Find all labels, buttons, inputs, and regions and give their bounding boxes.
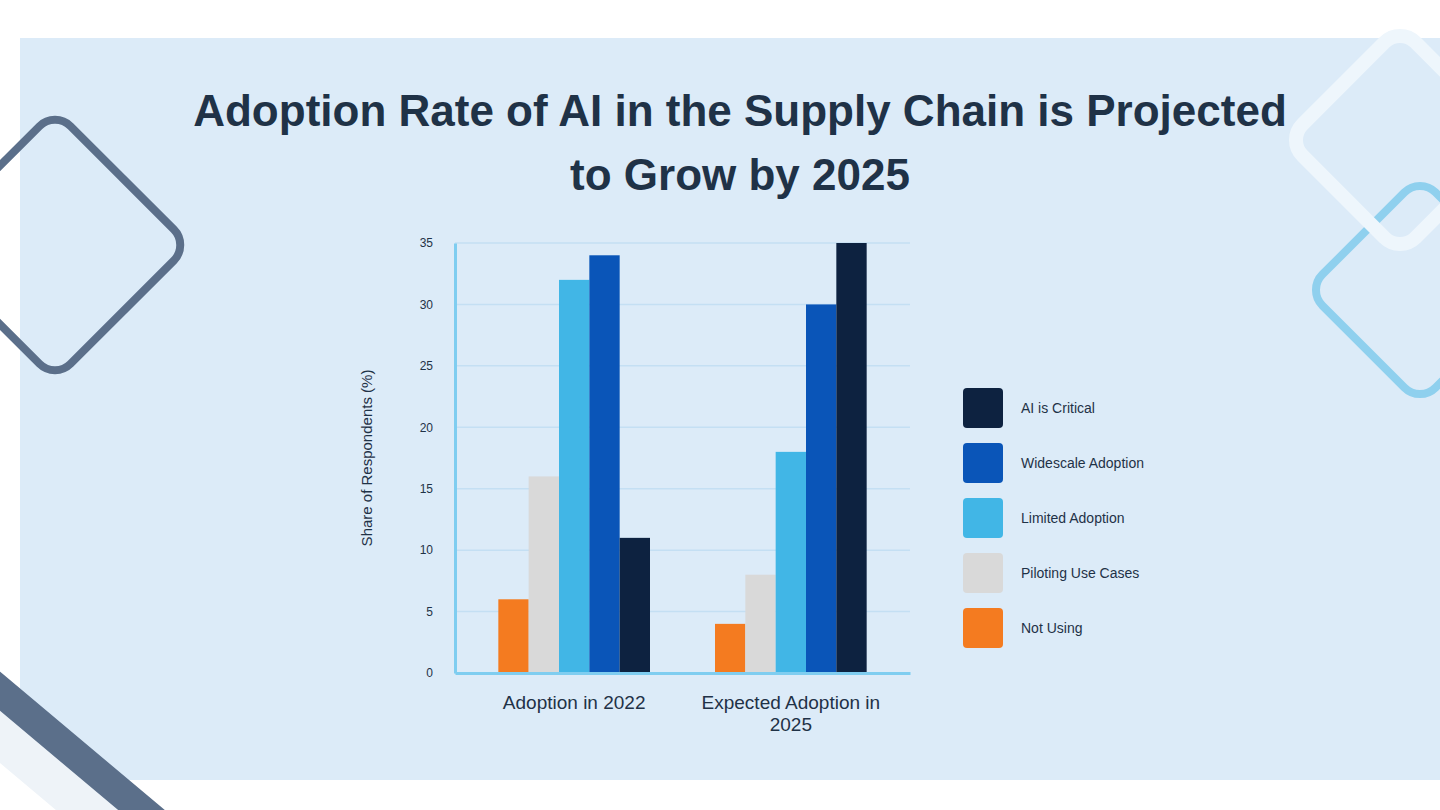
legend-label: Limited Adoption bbox=[1021, 510, 1125, 526]
y-axis: 0 5 10 15 20 25 30 35 bbox=[420, 236, 456, 680]
legend-label: Not Using bbox=[1021, 620, 1082, 636]
bar bbox=[559, 280, 589, 673]
bars bbox=[498, 243, 866, 673]
legend-swatch bbox=[963, 553, 1003, 593]
x-tick: Adoption in 2022 bbox=[503, 673, 646, 713]
x-axis: Adoption in 2022 Expected Adoption in2025 bbox=[456, 673, 911, 735]
y-tick: 20 bbox=[420, 421, 455, 435]
x-axis-line bbox=[456, 672, 911, 675]
bar bbox=[806, 304, 836, 673]
text-line: Adoption Rate of AI in the Supply Chain … bbox=[193, 86, 1287, 135]
legend-item: Piloting Use Cases bbox=[963, 553, 1139, 593]
legend-item: Not Using bbox=[963, 608, 1082, 648]
y-tick-label: 10 bbox=[420, 543, 434, 557]
grid-line bbox=[455, 672, 910, 674]
y-tick: 0 bbox=[426, 666, 455, 680]
legend-swatch bbox=[963, 498, 1003, 538]
y-tick: 25 bbox=[420, 359, 455, 373]
decoration bbox=[0, 111, 189, 380]
legend-swatch bbox=[963, 608, 1003, 648]
legend-item: Limited Adoption bbox=[963, 498, 1125, 538]
decorations bbox=[0, 27, 1440, 810]
y-tick-label: 35 bbox=[420, 236, 434, 250]
y-tick: 10 bbox=[420, 543, 455, 557]
legend-label: Piloting Use Cases bbox=[1021, 565, 1139, 581]
y-axis-line bbox=[454, 244, 457, 674]
y-tick: 5 bbox=[426, 605, 455, 619]
title-group: Adoption Rate of AI in the Supply Chain … bbox=[193, 86, 1287, 199]
y-tick: 35 bbox=[420, 236, 455, 250]
bar-series bbox=[620, 243, 867, 673]
chart-title: Adoption Rate of AI in the Supply Chain … bbox=[193, 86, 1287, 199]
legend-item: AI is Critical bbox=[963, 388, 1095, 428]
decoration bbox=[0, 653, 222, 810]
y-tick-label: 5 bbox=[426, 605, 433, 619]
legend-item: Widescale Adoption bbox=[963, 443, 1144, 483]
x-tick-label: Adoption in 2022 bbox=[503, 692, 646, 713]
text-line: Adoption in 2022 bbox=[503, 692, 646, 713]
bar bbox=[745, 575, 775, 673]
bar-series bbox=[589, 255, 836, 673]
bar bbox=[715, 624, 745, 673]
bar bbox=[776, 452, 806, 673]
decoration bbox=[0, 695, 180, 810]
y-tick-label: 20 bbox=[420, 421, 434, 435]
bar bbox=[620, 538, 650, 673]
y-tick-label: 0 bbox=[426, 666, 433, 680]
y-tick: 15 bbox=[420, 482, 455, 496]
legend: AI is Critical Widescale Adoption Limited … bbox=[963, 388, 1144, 648]
text-line: 2025 bbox=[770, 714, 812, 735]
text-line: to Grow by 2025 bbox=[570, 150, 910, 199]
background bbox=[20, 38, 1440, 780]
y-axis-title: Share of Respondents (%) bbox=[358, 370, 375, 547]
y-tick-label: 25 bbox=[420, 359, 434, 373]
text-line: Expected Adoption in bbox=[702, 692, 881, 713]
bar bbox=[529, 476, 559, 673]
x-tick-label: Expected Adoption in2025 bbox=[702, 692, 881, 735]
legend-swatch bbox=[963, 388, 1003, 428]
legend-label: Widescale Adoption bbox=[1021, 455, 1144, 471]
bar bbox=[589, 255, 619, 673]
grid bbox=[455, 243, 910, 673]
legend-label: AI is Critical bbox=[1021, 400, 1095, 416]
decoration bbox=[1307, 177, 1440, 403]
bar bbox=[498, 599, 528, 673]
y-tick-label: 30 bbox=[420, 298, 434, 312]
x-tick: Expected Adoption in2025 bbox=[702, 673, 881, 735]
bar bbox=[836, 243, 866, 673]
y-tick-label: 15 bbox=[420, 482, 434, 496]
decoration bbox=[1287, 27, 1440, 253]
legend-swatch bbox=[963, 443, 1003, 483]
y-tick: 30 bbox=[420, 298, 455, 312]
